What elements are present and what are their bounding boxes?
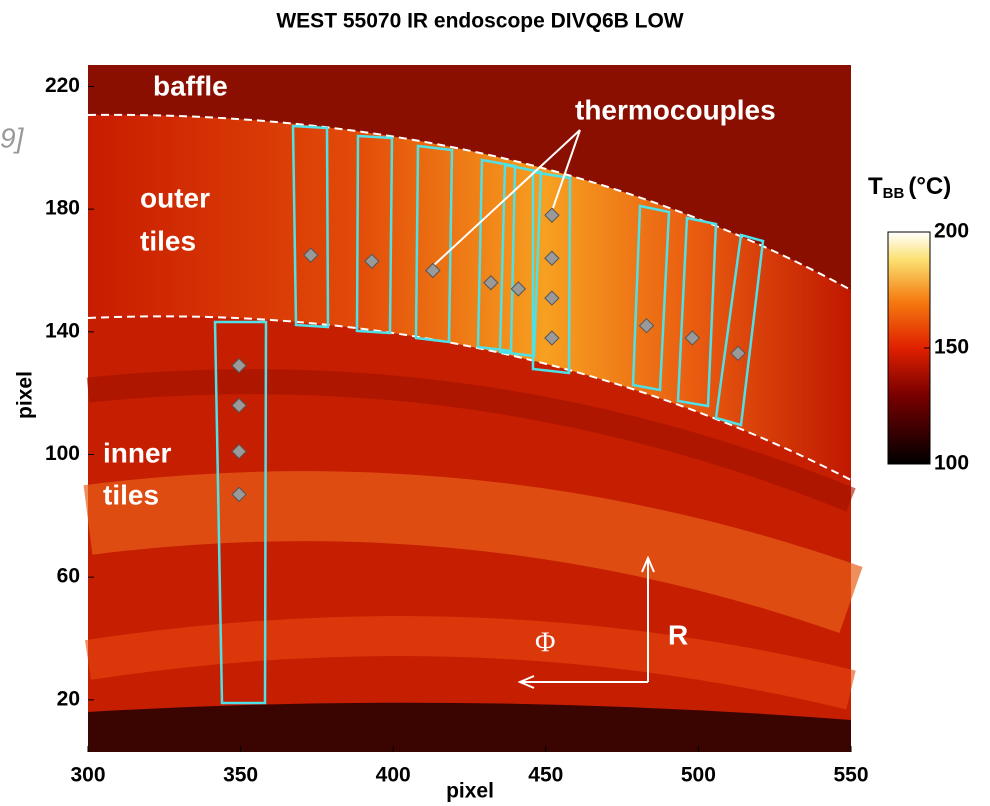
- y-tick-label: 60: [57, 565, 80, 588]
- label-part: T: [868, 173, 883, 200]
- colorbar: [887, 231, 931, 465]
- ir-image: [83, 65, 863, 752]
- x-tick-label: 400: [376, 764, 411, 787]
- y-tick-label: 20: [57, 687, 80, 710]
- thermocouple-marker: [544, 207, 560, 223]
- thermocouple-marker: [425, 262, 441, 279]
- y-tick-label: 180: [45, 197, 80, 220]
- x-tick-label: 300: [70, 764, 105, 787]
- x-axis-label: pixel: [446, 780, 494, 803]
- annotation: outer: [140, 182, 210, 213]
- colorbar-tick-label: 200: [934, 220, 969, 243]
- x-tick-label: 450: [528, 764, 563, 787]
- annotation: Φ: [535, 627, 555, 658]
- annotation: thermocouples: [575, 94, 776, 125]
- thermocouple-marker: [364, 253, 380, 269]
- annotation: inner: [103, 437, 172, 468]
- annotation: R: [668, 619, 688, 650]
- colorbar-tick-label: 150: [934, 336, 969, 359]
- x-tick-label: 350: [223, 764, 258, 787]
- annotation: tiles: [140, 225, 196, 256]
- thermocouple-marker: [231, 443, 247, 460]
- y-axis-label: pixel: [14, 371, 37, 419]
- y-tick-label: 140: [45, 319, 80, 342]
- thermocouple-marker: [303, 247, 319, 263]
- thermocouple-marker: [510, 281, 527, 297]
- x-tick-label: 550: [833, 764, 868, 787]
- colorbar-label: TBB (°C): [868, 173, 951, 202]
- thermocouple-marker: [638, 317, 655, 334]
- thermocouple-marker: [231, 486, 247, 503]
- y-tick-label: 220: [45, 74, 80, 97]
- thermocouple-marker: [544, 290, 560, 306]
- thermocouple-marker: [544, 250, 560, 266]
- reference-fragment: 9]: [0, 122, 25, 153]
- chart-title: WEST 55070 IR endoscope DIVQ6B LOW: [276, 10, 683, 33]
- thermocouple-marker: [544, 330, 560, 346]
- annotation: baffle: [153, 70, 228, 101]
- thermocouple-marker: [231, 397, 247, 414]
- colorbar-tick-label: 100: [934, 452, 969, 475]
- thermocouple-marker: [684, 330, 701, 346]
- x-tick-label: 500: [681, 764, 716, 787]
- annotation: tiles: [103, 479, 159, 510]
- thermocouple-marker: [730, 345, 746, 362]
- y-tick-label: 100: [45, 442, 80, 465]
- label-part: (°C): [908, 173, 951, 200]
- label-subscript: BB: [883, 185, 905, 202]
- thermocouple-marker: [231, 357, 247, 374]
- thermocouple-marker: [483, 275, 499, 291]
